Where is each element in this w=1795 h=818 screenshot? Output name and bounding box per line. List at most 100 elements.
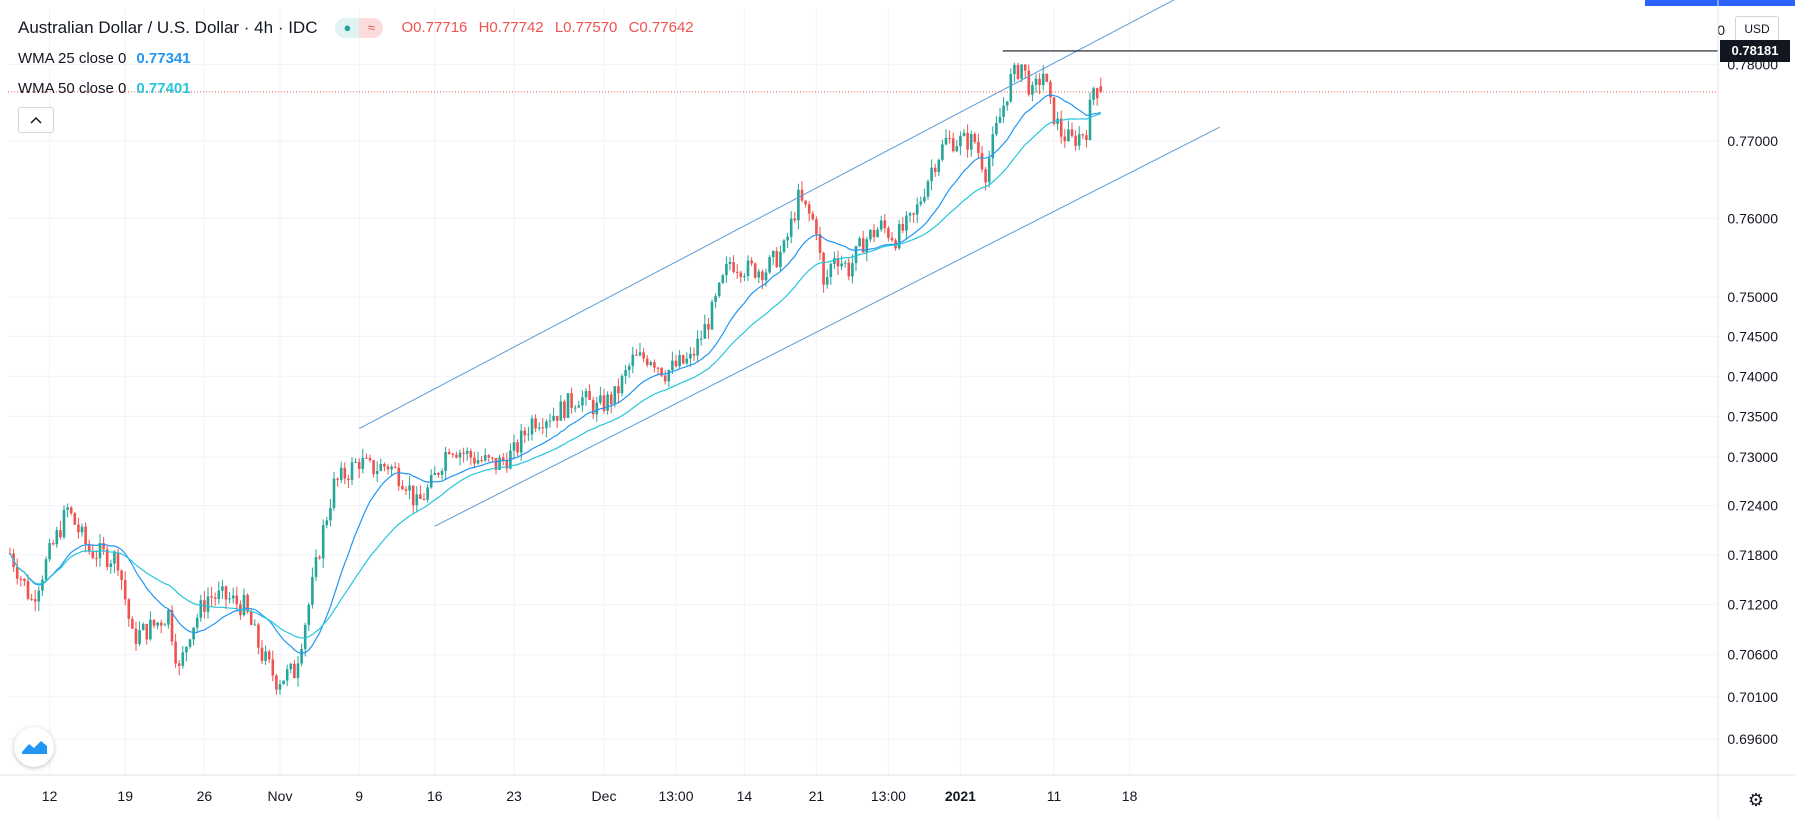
candle-body [793, 218, 797, 221]
candle-body [397, 467, 401, 487]
candle-body [1085, 135, 1088, 141]
candle-body [437, 472, 440, 475]
candle-body [559, 401, 563, 421]
candle-body [228, 598, 231, 600]
candle-body [37, 590, 41, 602]
candle-body [1077, 134, 1081, 146]
open-value: 0.77716 [413, 19, 468, 36]
candle-body [728, 262, 732, 265]
candle-body [692, 353, 696, 356]
wma50-line [9, 113, 1102, 639]
candle-body [890, 237, 894, 241]
candle-body [1052, 97, 1056, 124]
collapse-legend-button[interactable] [18, 107, 54, 133]
candle-body [775, 251, 779, 267]
candle-body [1023, 64, 1027, 71]
candle-body [840, 263, 843, 267]
candle-body [523, 430, 527, 436]
candle-body [408, 485, 411, 491]
close-label: C [628, 19, 640, 36]
candle-body [415, 494, 419, 506]
wma50-value: 0.77401 [136, 80, 191, 97]
candle-body [372, 460, 375, 475]
candle-body [141, 623, 145, 631]
candle-body [156, 622, 159, 626]
candle-body [696, 338, 699, 356]
candle-body [462, 452, 465, 454]
candle-body [195, 617, 199, 628]
candle-body [1095, 88, 1099, 99]
candle-body [167, 610, 170, 625]
candle-body [282, 680, 285, 685]
candle-body [343, 467, 347, 479]
candle-body [318, 557, 321, 559]
indicator-wma50[interactable]: WMA 50 close 0 0.77401 [18, 79, 694, 99]
candle-body [905, 215, 908, 231]
candle-body [321, 525, 325, 559]
x-tick-label: 11 [1047, 788, 1062, 804]
candle-body [570, 393, 573, 408]
candle-body [217, 590, 221, 599]
chevron-up-icon [30, 116, 42, 124]
candle-body [631, 354, 635, 367]
candle-body [275, 675, 278, 690]
candle-body [991, 134, 995, 159]
candle-body [393, 466, 397, 468]
candle-body [937, 159, 941, 172]
candle-body [847, 262, 851, 277]
candle-body [566, 393, 570, 418]
candle-body [941, 144, 944, 160]
currency-badge[interactable]: USD [1735, 16, 1779, 42]
open-label: O [401, 19, 414, 36]
high-label: H [478, 19, 490, 36]
chart-legend: Australian Dollar / U.S. Dollar · 4h · I… [18, 18, 694, 99]
indicator-wma25[interactable]: WMA 25 close 0 0.77341 [18, 49, 694, 69]
wma25-value: 0.77341 [136, 50, 191, 67]
candle-body [609, 394, 613, 405]
candle-body [429, 475, 433, 488]
candle-body [836, 258, 840, 267]
candle-body [973, 134, 977, 142]
candle-body [771, 251, 775, 258]
candle-body [707, 323, 710, 330]
candle-body [1081, 134, 1085, 136]
candle-body [761, 271, 764, 281]
level-price-label: 0.78181 [1720, 39, 1790, 62]
candle-body [804, 200, 807, 205]
candle-body [84, 526, 87, 545]
status-pill[interactable]: ● ≈ [335, 18, 384, 38]
candle-body [170, 610, 174, 642]
close-value: 0.77642 [639, 19, 694, 36]
tradingview-logo-button[interactable] [14, 727, 54, 767]
candle-body [685, 358, 689, 364]
ohlc-values: O0.77716 H0.77742 L0.77570 C0.77642 [401, 18, 693, 38]
candle-body [545, 421, 548, 429]
candle-body [645, 358, 649, 365]
candle-body [152, 619, 156, 626]
candle-body [113, 552, 116, 564]
candle-body [815, 219, 818, 235]
candle-body [375, 470, 379, 475]
candle-body [678, 355, 681, 367]
candle-body [329, 508, 332, 521]
candle-body [242, 594, 246, 616]
candle-body [1088, 99, 1092, 141]
candle-body [984, 169, 987, 183]
candle-body [48, 543, 51, 560]
candle-body [865, 239, 869, 253]
gear-icon[interactable]: ⚙ [1747, 789, 1765, 810]
candle-body [473, 457, 476, 464]
candle-body [336, 478, 339, 480]
candle-body [1016, 64, 1020, 79]
candle-body [447, 452, 451, 454]
candle-body [411, 485, 415, 506]
candle-body [1045, 73, 1049, 82]
x-tick-label: 19 [117, 788, 133, 804]
candle-body [177, 663, 181, 666]
candle-body [725, 264, 728, 276]
candle-body [487, 455, 491, 458]
symbol-title[interactable]: Australian Dollar / U.S. Dollar · 4h · I… [18, 18, 318, 37]
candle-body [948, 137, 951, 139]
candle-body [537, 427, 541, 429]
